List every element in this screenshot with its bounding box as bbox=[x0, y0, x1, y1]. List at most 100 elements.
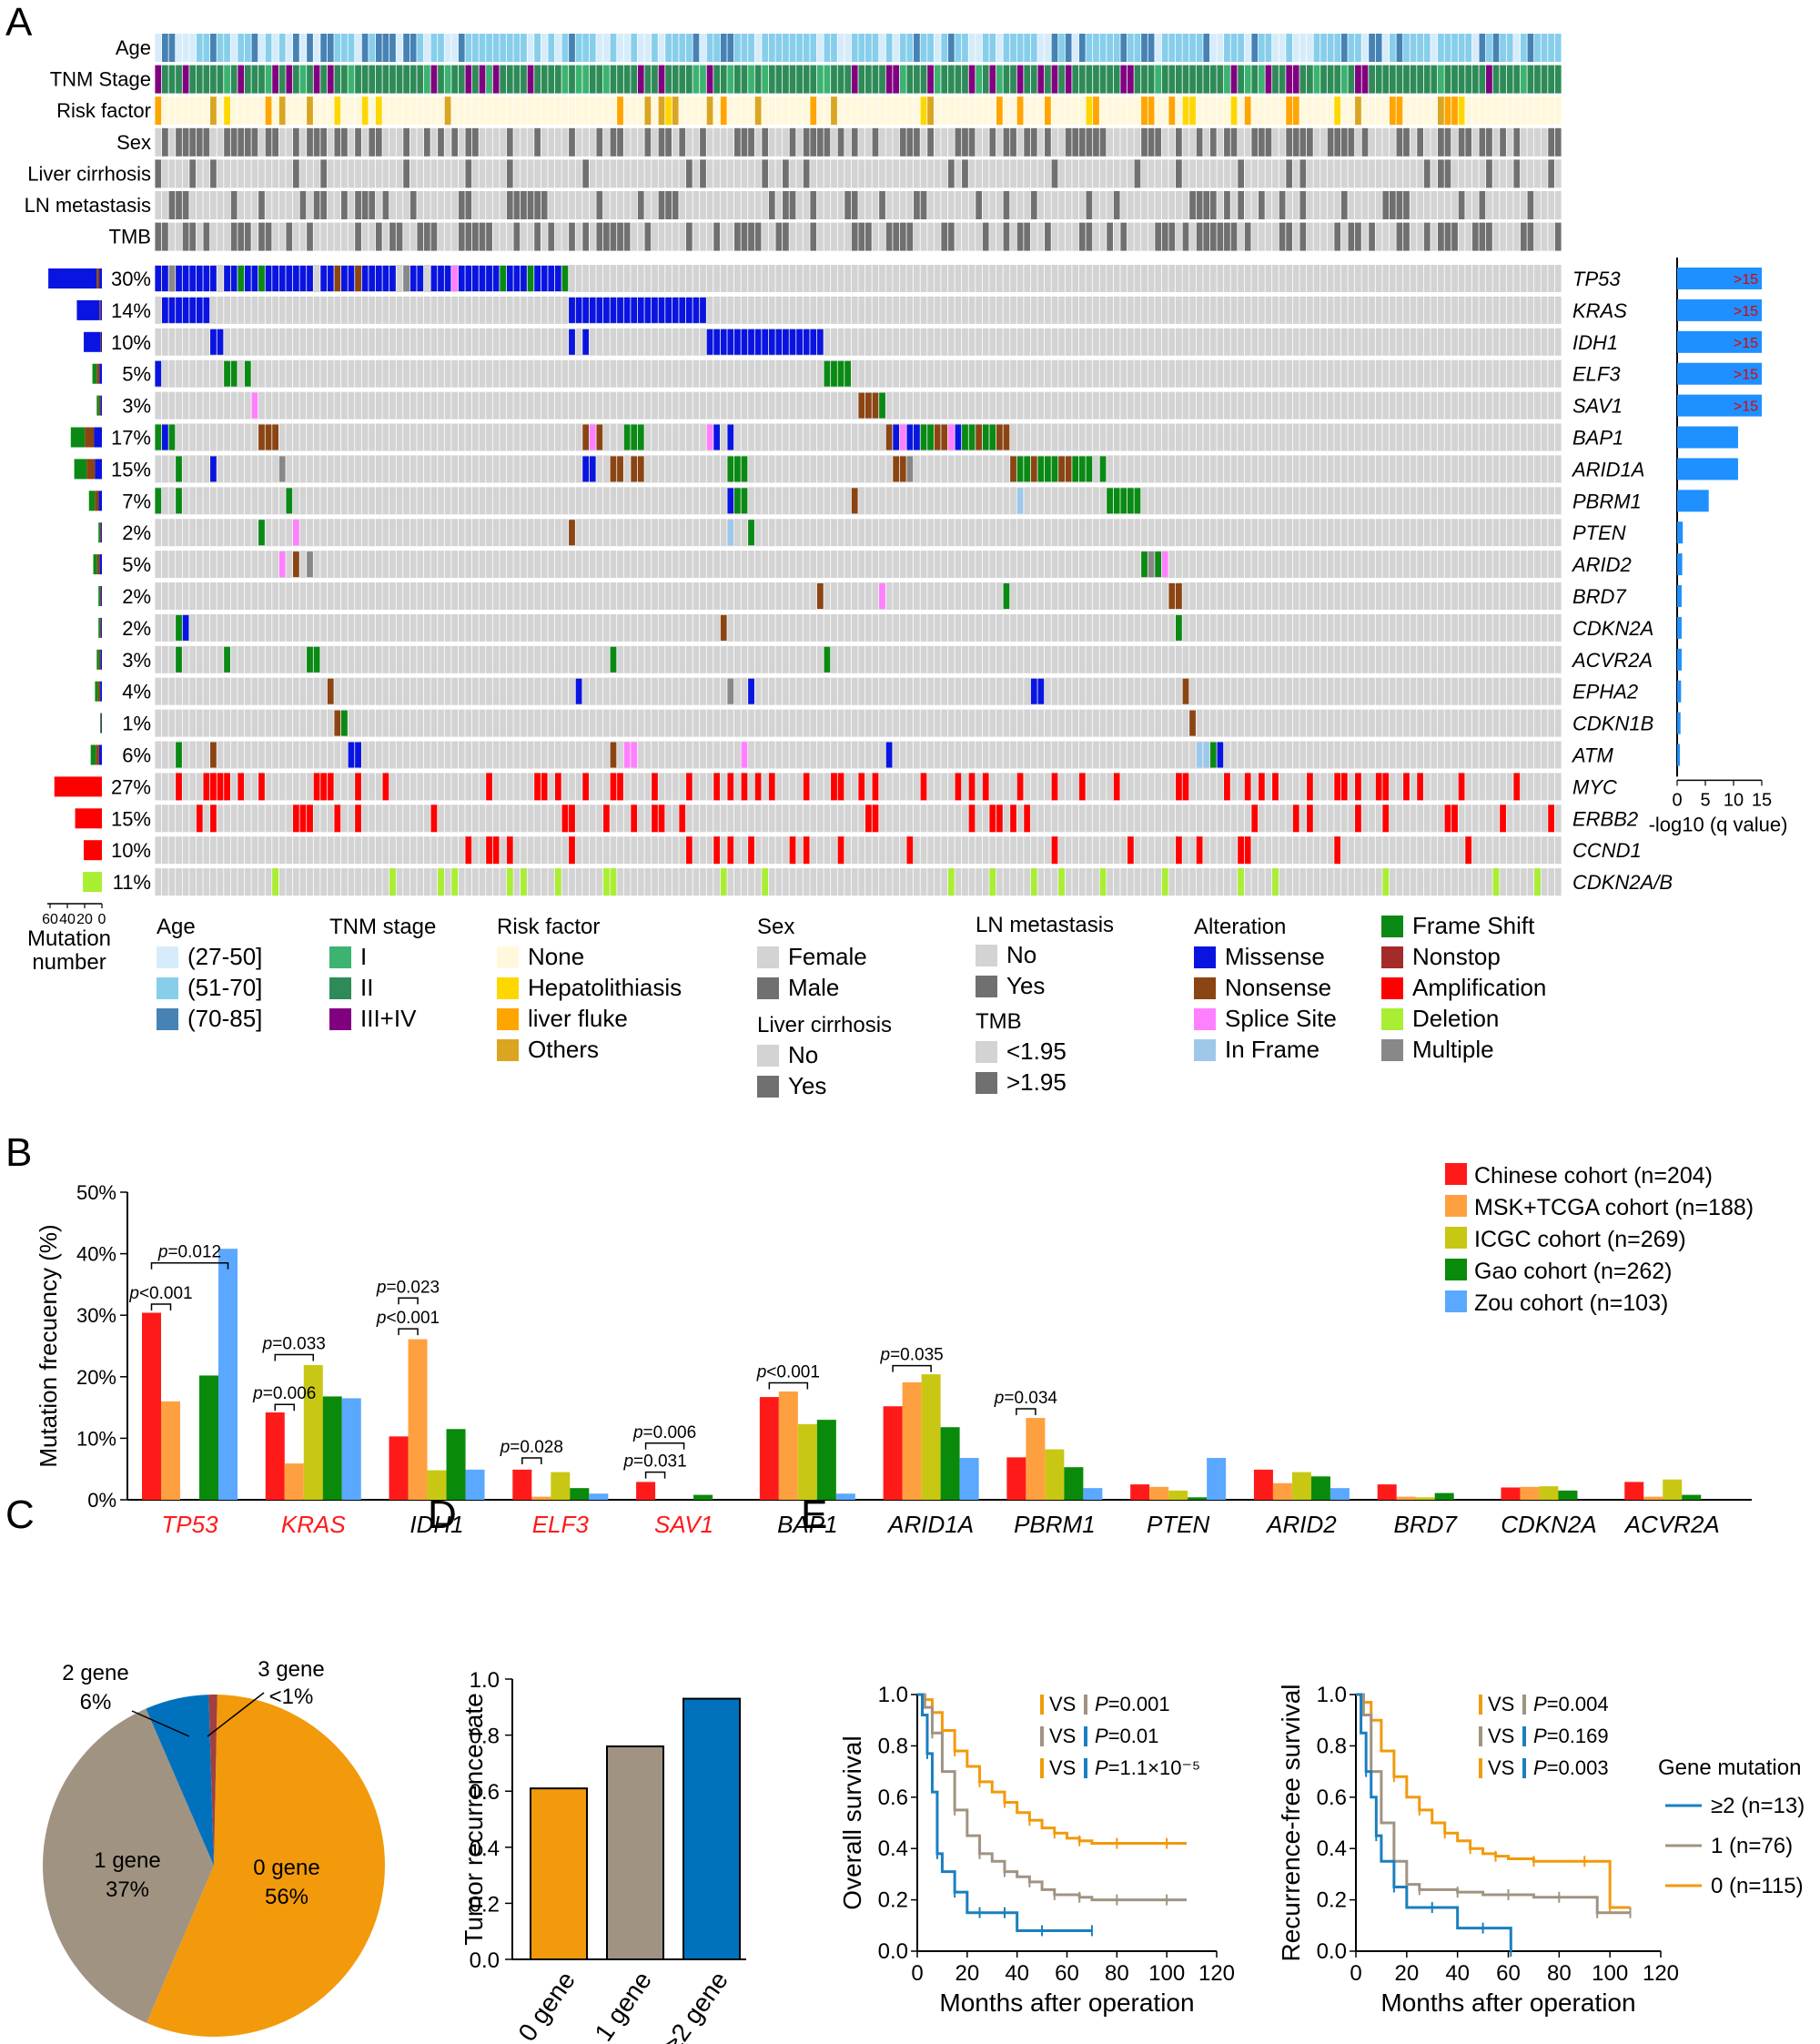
gene-cell bbox=[423, 296, 430, 324]
gene-cell bbox=[1375, 391, 1382, 420]
gene-cell bbox=[1251, 328, 1259, 356]
gene-cell bbox=[1465, 582, 1472, 610]
alteration-mark bbox=[617, 456, 623, 482]
clinical-cell bbox=[962, 127, 968, 157]
gene-cell bbox=[410, 645, 417, 673]
gene-cell bbox=[1196, 455, 1203, 483]
gene-cell bbox=[879, 296, 885, 324]
gene-cell bbox=[879, 359, 885, 388]
gene-cell bbox=[1486, 677, 1492, 705]
gene-cell bbox=[168, 455, 176, 483]
clinical-cell bbox=[1120, 159, 1127, 188]
clinical-cell bbox=[1072, 34, 1079, 62]
gene-cell bbox=[334, 613, 341, 642]
gene-cell bbox=[492, 709, 500, 737]
gene-cell bbox=[652, 677, 658, 705]
clinical-cell bbox=[816, 222, 824, 251]
clinical-cell bbox=[672, 222, 679, 251]
gene-cell bbox=[444, 423, 451, 451]
gene-cell bbox=[1003, 551, 1010, 579]
gene-cell bbox=[506, 645, 513, 673]
clinical-cell bbox=[989, 34, 996, 62]
gene-cell bbox=[955, 645, 962, 673]
gene-cell bbox=[1486, 582, 1492, 610]
gene-cell bbox=[1051, 423, 1058, 451]
clinical-cell bbox=[1500, 65, 1506, 94]
alteration-mark bbox=[155, 488, 162, 514]
gene-cell bbox=[927, 677, 934, 705]
clinical-cell bbox=[1389, 191, 1396, 219]
gene-cell bbox=[1127, 455, 1134, 483]
gene-cell bbox=[369, 709, 376, 737]
gene-cell bbox=[589, 551, 596, 579]
alteration-mark bbox=[1058, 456, 1065, 482]
gene-cell bbox=[369, 582, 376, 610]
gene-cell bbox=[783, 645, 789, 673]
clinical-cell bbox=[1458, 127, 1465, 157]
clinical-cell bbox=[472, 96, 479, 126]
gene-cell bbox=[1465, 328, 1472, 356]
gene-cell bbox=[610, 709, 617, 737]
clinical-cell bbox=[644, 96, 652, 126]
gene-cell bbox=[810, 519, 817, 547]
alteration-mark bbox=[1016, 456, 1024, 482]
gene-cell bbox=[1369, 359, 1375, 388]
clinical-cell bbox=[451, 34, 459, 62]
clinical-cell bbox=[1024, 96, 1031, 126]
gene-cell bbox=[506, 709, 513, 737]
alteration-mark bbox=[176, 488, 182, 514]
clinical-cell bbox=[955, 222, 962, 251]
gene-cell bbox=[575, 487, 582, 515]
gene-cell bbox=[548, 551, 555, 579]
alteration-mark bbox=[596, 424, 603, 450]
gene-cell bbox=[1348, 487, 1355, 515]
clinical-cell bbox=[382, 127, 389, 157]
clinical-cell bbox=[1016, 191, 1024, 219]
gene-cell bbox=[610, 328, 617, 356]
gene-cell bbox=[831, 265, 837, 292]
gene-cell bbox=[224, 328, 230, 356]
clinical-cell bbox=[403, 34, 410, 62]
clinical-cell bbox=[1148, 65, 1155, 94]
gene-cell bbox=[1217, 328, 1224, 356]
gene-cell bbox=[623, 645, 631, 673]
gene-cell bbox=[748, 613, 754, 642]
clinical-cell bbox=[500, 34, 507, 62]
gene-cell bbox=[1492, 455, 1500, 483]
gene-percent: 15% bbox=[111, 458, 151, 481]
clinical-cell bbox=[1196, 34, 1203, 62]
gene-cell bbox=[941, 582, 948, 610]
gene-cell bbox=[1182, 519, 1189, 547]
gene-cell bbox=[1127, 265, 1134, 292]
alteration-mark bbox=[1209, 742, 1217, 768]
gene-cell bbox=[251, 487, 258, 515]
clinical-cell bbox=[341, 159, 348, 188]
clinical-cell bbox=[1299, 34, 1307, 62]
gene-cell bbox=[417, 359, 424, 388]
gene-cell bbox=[741, 551, 748, 579]
clinical-cell bbox=[1134, 159, 1141, 188]
clinical-cell bbox=[361, 159, 369, 188]
gene-cell bbox=[155, 551, 162, 579]
gene-cell bbox=[989, 265, 996, 292]
gene-cell bbox=[1010, 391, 1016, 420]
clinical-cell bbox=[1548, 96, 1555, 126]
clinical-cell bbox=[968, 96, 976, 126]
gene-cell bbox=[1320, 741, 1327, 769]
clinical-cell bbox=[1230, 34, 1238, 62]
clinical-cell bbox=[569, 159, 575, 188]
gene-cell bbox=[879, 455, 885, 483]
gene-cell bbox=[1065, 551, 1072, 579]
clinical-cell bbox=[631, 96, 638, 126]
gene-cell bbox=[864, 487, 872, 515]
clinical-cell bbox=[375, 96, 382, 126]
clinical-cell bbox=[334, 191, 341, 219]
gene-cell bbox=[210, 423, 217, 451]
clinical-cell bbox=[1279, 222, 1286, 251]
gene-cell bbox=[1292, 391, 1299, 420]
clinical-cell bbox=[637, 96, 644, 126]
alteration-mark bbox=[1155, 551, 1162, 578]
gene-cell bbox=[348, 455, 355, 483]
gene-cell bbox=[1486, 613, 1492, 642]
gene-cell bbox=[1051, 613, 1058, 642]
